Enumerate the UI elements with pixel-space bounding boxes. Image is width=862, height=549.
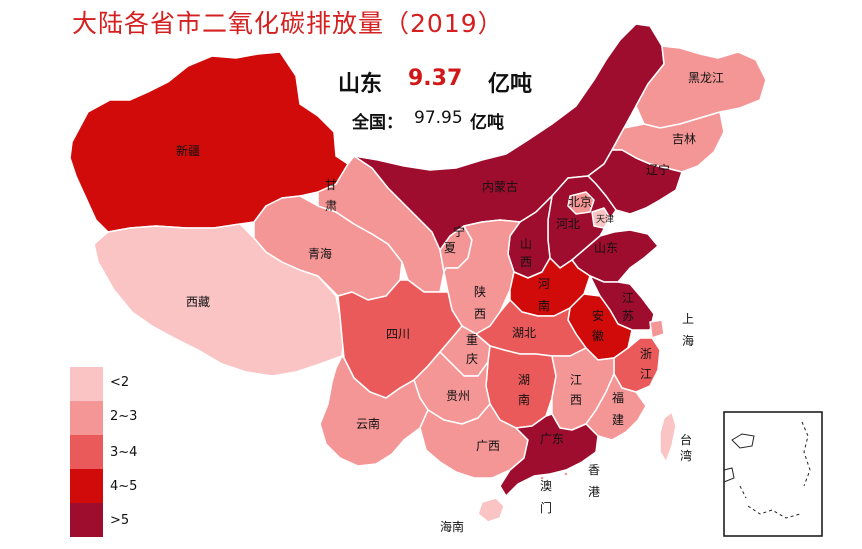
label-xianggang-2: 港	[588, 485, 600, 499]
label-jiangxi-1: 江	[570, 373, 582, 387]
legend-swatch-gt5	[70, 503, 103, 537]
label-shandong: 山东	[594, 241, 618, 255]
national-value: 97.95	[414, 108, 463, 128]
region-taiwan[interactable]	[659, 411, 677, 463]
region-guangdong[interactable]	[499, 413, 599, 497]
label-beijing: 北京	[568, 195, 592, 209]
label-sichuan: 四川	[386, 327, 410, 341]
label-shanghai-1: 上	[682, 312, 694, 326]
label-shanghai-2: 海	[682, 333, 694, 348]
south-china-sea-inset	[723, 411, 823, 537]
label-fujian-1: 福	[612, 390, 624, 405]
label-jiangsu-2: 苏	[622, 309, 634, 323]
highlight-province: 山东	[338, 72, 383, 97]
legend-swatch-lt2	[70, 367, 103, 401]
region-xianggang[interactable]	[563, 471, 569, 477]
label-taiwan-1: 台	[680, 432, 692, 447]
label-henan-2: 南	[538, 298, 550, 313]
highlight-unit: 亿吨	[488, 72, 533, 97]
highlight-row: 山东 9.37 亿吨	[338, 66, 578, 100]
map-title: 大陆各省市二氧化碳排放量（2019）	[72, 9, 504, 38]
region-labels: 新疆 西藏 青海 甘 肃 内蒙古 黑龙江 吉林 辽宁 北京 天津 河北 山 西 …	[176, 71, 724, 534]
label-xizang: 西藏	[186, 295, 210, 309]
label-yunnan: 云南	[356, 416, 380, 431]
label-chongqing-1: 重	[466, 333, 478, 347]
region-beijing[interactable]	[567, 191, 595, 215]
label-gansu-2: 肃	[325, 199, 337, 213]
region-shanghai[interactable]	[649, 319, 665, 339]
legend-label-gt5: >5	[110, 513, 130, 528]
label-guizhou: 贵州	[446, 389, 470, 403]
national-unit: 亿吨	[470, 113, 504, 133]
label-ningxia-2: 夏	[444, 241, 456, 255]
legend-label-3-4: 3~4	[110, 445, 138, 460]
label-hunan-2: 南	[518, 392, 530, 407]
label-hunan-1: 湖	[518, 372, 530, 387]
label-xianggang-1: 香	[588, 463, 600, 477]
label-qinghai: 青海	[308, 246, 332, 261]
national-label: 全国：	[352, 113, 403, 133]
legend: <2 2~3 3~4 4~5 >5	[70, 367, 150, 547]
label-jiangsu-1: 江	[622, 291, 634, 305]
label-aomen-2: 门	[540, 500, 552, 515]
label-gansu-1: 甘	[325, 178, 337, 192]
label-tianjin: 天津	[596, 214, 614, 225]
label-shaanxi-2: 西	[474, 307, 486, 321]
label-anhui-1: 安	[592, 308, 604, 323]
highlight-value: 9.37	[408, 66, 463, 91]
label-hubei: 湖北	[512, 325, 536, 340]
label-taiwan-2: 湾	[680, 448, 692, 463]
region-aomen[interactable]	[539, 475, 545, 481]
label-hainan: 海南	[440, 519, 464, 534]
legend-swatch-2-3	[70, 401, 103, 435]
label-henan-1: 河	[538, 277, 550, 291]
label-chongqing-2: 庆	[466, 352, 478, 366]
region-heilongjiang[interactable]	[635, 45, 767, 129]
label-hebei: 河北	[556, 217, 580, 231]
label-shaanxi-1: 陕	[474, 284, 486, 299]
label-shanxi-1: 山	[520, 237, 532, 251]
label-jilin: 吉林	[672, 132, 696, 146]
label-heilongjiang: 黑龙江	[688, 71, 724, 85]
region-hainan[interactable]	[477, 497, 505, 523]
label-guangdong: 广东	[540, 432, 564, 446]
legend-swatch-3-4	[70, 435, 103, 469]
region-tianjin[interactable]	[591, 207, 611, 229]
label-neimenggu: 内蒙古	[482, 179, 518, 194]
label-zhejiang-1: 浙	[640, 347, 652, 361]
label-xinjiang: 新疆	[176, 143, 200, 158]
label-fujian-2: 建	[612, 413, 624, 427]
label-anhui-2: 徽	[592, 328, 604, 343]
region-yunnan[interactable]	[319, 355, 429, 467]
legend-label-lt2: <2	[110, 375, 130, 390]
legend-label-2-3: 2~3	[110, 409, 138, 424]
label-liaoning: 辽宁	[646, 162, 670, 177]
label-guangxi: 广西	[476, 439, 500, 453]
national-row: 全国： 97.95 亿吨	[352, 108, 592, 138]
label-aomen-1: 澳	[540, 479, 552, 493]
label-zhejiang-2: 江	[640, 367, 652, 381]
legend-label-4-5: 4~5	[110, 479, 138, 494]
label-ningxia-1: 宁	[453, 224, 465, 239]
legend-swatch-4-5	[70, 469, 103, 503]
label-shanxi-2: 西	[520, 255, 532, 269]
label-jiangxi-2: 西	[570, 393, 582, 407]
